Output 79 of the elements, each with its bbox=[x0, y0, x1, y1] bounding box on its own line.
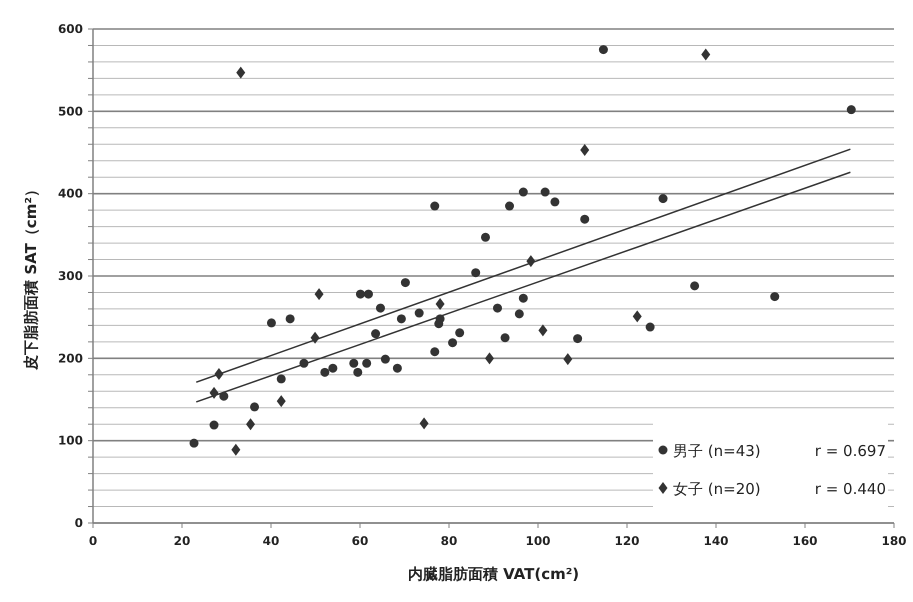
annotation: r = 0.697 bbox=[814, 442, 886, 460]
point bbox=[190, 438, 199, 448]
point bbox=[436, 298, 445, 310]
point bbox=[580, 214, 590, 224]
point bbox=[493, 304, 502, 313]
point bbox=[448, 338, 458, 348]
point bbox=[505, 202, 514, 211]
y-tick-label: 400 bbox=[58, 186, 83, 201]
point bbox=[430, 347, 440, 356]
y-axis-title: 皮下脂肪面積 SAT（cm²） bbox=[22, 182, 40, 371]
point bbox=[231, 444, 240, 456]
point bbox=[471, 268, 480, 278]
x-tick-label: 80 bbox=[440, 534, 458, 548]
point bbox=[563, 353, 572, 366]
point bbox=[690, 281, 700, 290]
point bbox=[480, 232, 490, 242]
point bbox=[400, 278, 410, 288]
point bbox=[540, 188, 550, 197]
point bbox=[770, 292, 780, 302]
x-tick-label: 160 bbox=[792, 534, 818, 548]
y-tick-label: 200 bbox=[58, 351, 83, 366]
point bbox=[455, 328, 464, 338]
point bbox=[500, 333, 510, 342]
y-tick-label: 0 bbox=[74, 516, 83, 530]
point bbox=[364, 290, 373, 299]
x-tick-label: 20 bbox=[174, 534, 190, 548]
y-tick-label: 100 bbox=[58, 434, 83, 448]
x-tick-label: 180 bbox=[881, 534, 907, 548]
point bbox=[328, 364, 338, 373]
legend-label: 女子 (n=20) bbox=[673, 480, 761, 498]
point bbox=[236, 66, 246, 79]
point bbox=[518, 188, 528, 197]
y-tick-label: 600 bbox=[58, 22, 83, 36]
point bbox=[598, 45, 608, 54]
point bbox=[276, 374, 286, 384]
x-tick-label: 120 bbox=[614, 534, 640, 548]
point bbox=[371, 329, 380, 338]
point bbox=[353, 368, 362, 377]
point bbox=[286, 314, 295, 324]
point bbox=[320, 368, 330, 377]
point bbox=[580, 144, 590, 156]
point bbox=[573, 334, 582, 344]
point bbox=[246, 418, 256, 430]
point bbox=[518, 294, 528, 303]
point bbox=[632, 310, 642, 322]
point bbox=[846, 105, 856, 114]
point bbox=[362, 358, 372, 368]
point bbox=[646, 322, 655, 332]
point bbox=[392, 364, 402, 373]
point bbox=[430, 202, 440, 211]
y-tick-label: 300 bbox=[58, 269, 83, 283]
point bbox=[550, 197, 560, 206]
x-tick-label: 140 bbox=[703, 534, 729, 548]
y-tick-label: 500 bbox=[58, 104, 83, 118]
x-tick-label: 40 bbox=[262, 534, 280, 548]
point bbox=[396, 314, 406, 324]
point bbox=[538, 324, 548, 336]
annotation: r = 0.440 bbox=[814, 480, 886, 498]
point bbox=[380, 354, 390, 364]
x-tick-label: 60 bbox=[352, 534, 368, 548]
point bbox=[250, 402, 260, 412]
point bbox=[314, 288, 324, 300]
point bbox=[210, 420, 219, 430]
point bbox=[349, 358, 358, 368]
x-axis-title: 内臓脂肪面積 VAT(cm²) bbox=[408, 565, 580, 583]
x-tick-label: 0 bbox=[88, 534, 98, 548]
legend-label: 男子 (n=43) bbox=[673, 442, 761, 460]
point bbox=[266, 318, 276, 328]
point bbox=[701, 48, 710, 61]
point bbox=[658, 194, 668, 204]
point bbox=[434, 319, 444, 328]
point bbox=[356, 290, 365, 299]
point bbox=[420, 417, 429, 430]
point bbox=[514, 309, 524, 318]
point bbox=[484, 352, 494, 364]
point bbox=[276, 395, 286, 408]
x-tick-label: 100 bbox=[525, 534, 551, 548]
point bbox=[376, 304, 385, 313]
point bbox=[414, 308, 424, 318]
